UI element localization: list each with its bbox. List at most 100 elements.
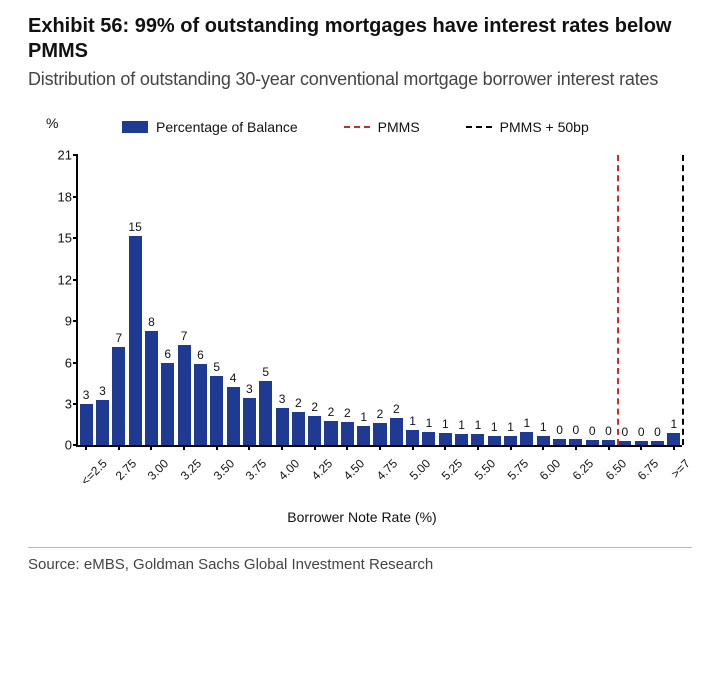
legend-series-label: Percentage of Balance bbox=[156, 119, 298, 135]
x-tick-label: 6.25 bbox=[570, 457, 596, 483]
bar-value-label: 1 bbox=[409, 414, 416, 428]
bar: 2 bbox=[390, 418, 403, 446]
y-axis-unit: % bbox=[46, 115, 58, 131]
exhibit-title: Exhibit 56: 99% of outstanding mortgages… bbox=[28, 14, 692, 64]
x-tick-label: 5.75 bbox=[504, 457, 530, 483]
bar: 2 bbox=[308, 416, 321, 445]
legend-item-pmms50: PMMS + 50bp bbox=[466, 119, 589, 135]
bar-value-label: 1 bbox=[426, 416, 433, 430]
bar-value-label: 3 bbox=[99, 384, 106, 398]
bar: 1 bbox=[537, 436, 550, 446]
bar-value-label: 15 bbox=[128, 220, 141, 234]
legend-swatch-pmms bbox=[344, 126, 370, 128]
bar: 0 bbox=[618, 441, 631, 445]
exhibit-subtitle: Distribution of outstanding 30-year conv… bbox=[28, 68, 692, 91]
x-tick-mark bbox=[673, 445, 675, 450]
y-tick-mark bbox=[73, 444, 78, 446]
bar: 3 bbox=[243, 398, 256, 445]
bar: 0 bbox=[651, 441, 664, 445]
x-tick-label: 6.00 bbox=[537, 457, 563, 483]
x-tick-label: 4.75 bbox=[374, 457, 400, 483]
bar: 1 bbox=[471, 434, 484, 445]
pmms-line bbox=[617, 155, 619, 445]
y-tick-mark bbox=[73, 237, 78, 239]
bar: 1 bbox=[439, 433, 452, 445]
bar: 1 bbox=[520, 432, 533, 446]
plot-area: 33715867654353222212211111111100000001 0… bbox=[76, 155, 682, 447]
source-line: Source: eMBS, Goldman Sachs Global Inves… bbox=[28, 556, 692, 573]
bar: 1 bbox=[488, 436, 501, 446]
x-tick-mark bbox=[444, 445, 446, 450]
x-tick-mark bbox=[542, 445, 544, 450]
y-tick-label: 9 bbox=[65, 314, 72, 329]
bar-value-label: 7 bbox=[181, 329, 188, 343]
x-tick-label: 3.75 bbox=[243, 457, 269, 483]
bar-value-label: 1 bbox=[360, 410, 367, 424]
x-tick-label: 6.50 bbox=[602, 457, 628, 483]
bar-value-label: 1 bbox=[458, 418, 465, 432]
bar-value-label: 2 bbox=[393, 402, 400, 416]
chart: % Percentage of Balance PMMS PMMS + 50bp… bbox=[32, 113, 692, 533]
x-tick-mark bbox=[477, 445, 479, 450]
x-tick-label: 6.75 bbox=[635, 457, 661, 483]
x-tick-label: >=7 bbox=[668, 457, 693, 482]
x-tick-mark bbox=[314, 445, 316, 450]
bar-value-label: 1 bbox=[442, 417, 449, 431]
bar: 7 bbox=[178, 345, 191, 446]
x-tick-label: 5.00 bbox=[406, 457, 432, 483]
legend-item-pmms: PMMS bbox=[344, 119, 420, 135]
bar: 0 bbox=[586, 440, 599, 446]
bar: 0 bbox=[569, 439, 582, 446]
legend-pmms50-label: PMMS + 50bp bbox=[500, 119, 589, 135]
x-tick-label: 3.25 bbox=[178, 457, 204, 483]
bar-value-label: 0 bbox=[605, 424, 612, 438]
y-tick-mark bbox=[73, 403, 78, 405]
bar: 3 bbox=[96, 400, 109, 446]
x-tick-label: 4.25 bbox=[308, 457, 334, 483]
bar-value-label: 1 bbox=[507, 420, 514, 434]
x-tick-label: 5.25 bbox=[439, 457, 465, 483]
y-tick-label: 15 bbox=[58, 231, 72, 246]
bar: 1 bbox=[406, 430, 419, 445]
bar-value-label: 0 bbox=[654, 425, 661, 439]
x-axis-title: Borrower Note Rate (%) bbox=[32, 509, 692, 525]
x-tick-mark bbox=[216, 445, 218, 450]
legend: Percentage of Balance PMMS PMMS + 50bp bbox=[122, 119, 682, 135]
x-tick-mark bbox=[183, 445, 185, 450]
bar-value-label: 1 bbox=[524, 416, 531, 430]
bar: 6 bbox=[161, 363, 174, 446]
y-tick-label: 18 bbox=[58, 189, 72, 204]
x-tick-label: 4.50 bbox=[341, 457, 367, 483]
bar: 0 bbox=[553, 439, 566, 446]
bar: 5 bbox=[259, 381, 272, 446]
bar: 1 bbox=[667, 433, 680, 445]
y-tick-mark bbox=[73, 362, 78, 364]
x-tick-mark bbox=[346, 445, 348, 450]
bar-value-label: 0 bbox=[556, 423, 563, 437]
x-tick-mark bbox=[510, 445, 512, 450]
y-tick-label: 0 bbox=[65, 438, 72, 453]
x-tick-mark bbox=[640, 445, 642, 450]
y-tick-label: 6 bbox=[65, 355, 72, 370]
x-tick-mark bbox=[248, 445, 250, 450]
bar: 5 bbox=[210, 376, 223, 445]
x-tick-mark bbox=[608, 445, 610, 450]
bar: 2 bbox=[324, 421, 337, 446]
bar: 15 bbox=[129, 236, 142, 446]
x-tick-mark bbox=[85, 445, 87, 450]
bar-value-label: 8 bbox=[148, 315, 155, 329]
bar: 2 bbox=[292, 412, 305, 445]
x-tick-mark bbox=[379, 445, 381, 450]
y-tick-mark bbox=[73, 320, 78, 322]
bar-value-label: 1 bbox=[491, 420, 498, 434]
bar: 1 bbox=[357, 426, 370, 445]
bar: 2 bbox=[373, 423, 386, 445]
y-tick-label: 3 bbox=[65, 396, 72, 411]
bar: 3 bbox=[80, 404, 93, 445]
legend-swatch-bar bbox=[122, 121, 148, 133]
bar-value-label: 0 bbox=[622, 425, 629, 439]
exhibit-container: Exhibit 56: 99% of outstanding mortgages… bbox=[0, 0, 720, 585]
legend-item-series: Percentage of Balance bbox=[122, 119, 298, 135]
x-tick-mark bbox=[412, 445, 414, 450]
x-tick-label: 2.75 bbox=[113, 457, 139, 483]
